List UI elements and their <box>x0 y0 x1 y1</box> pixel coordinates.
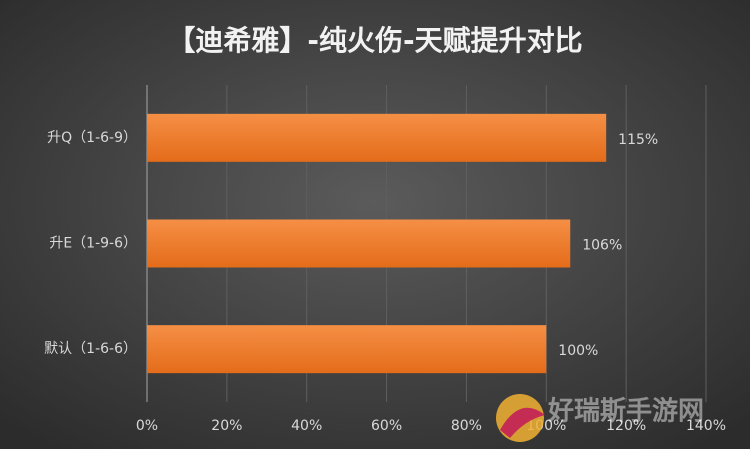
x-tick-label: 140% <box>686 418 726 434</box>
value-label: 106% <box>582 238 622 254</box>
x-tick-label: 80% <box>451 418 482 434</box>
y-tick-label: 升Q（1-6-9） <box>47 130 137 146</box>
y-tick-label: 升E（1-9-6） <box>49 236 137 252</box>
y-tick-label: 默认（1-6-6） <box>44 341 137 357</box>
watermark-logo <box>496 394 545 442</box>
x-tick-label: 0% <box>136 418 158 434</box>
value-label: 115% <box>618 132 658 148</box>
bar <box>147 219 571 268</box>
chart-title: 【迪希雅】-纯火伤-天赋提升对比 <box>167 24 582 57</box>
x-tick-label: 120% <box>606 418 646 434</box>
bar <box>147 113 607 162</box>
x-tick-label: 20% <box>211 418 242 434</box>
x-tick-label: 40% <box>291 418 322 434</box>
watermark: 好瑞斯手游网 <box>547 397 704 427</box>
bar <box>147 325 547 374</box>
value-label: 100% <box>558 343 598 359</box>
x-tick-label: 60% <box>371 418 402 434</box>
